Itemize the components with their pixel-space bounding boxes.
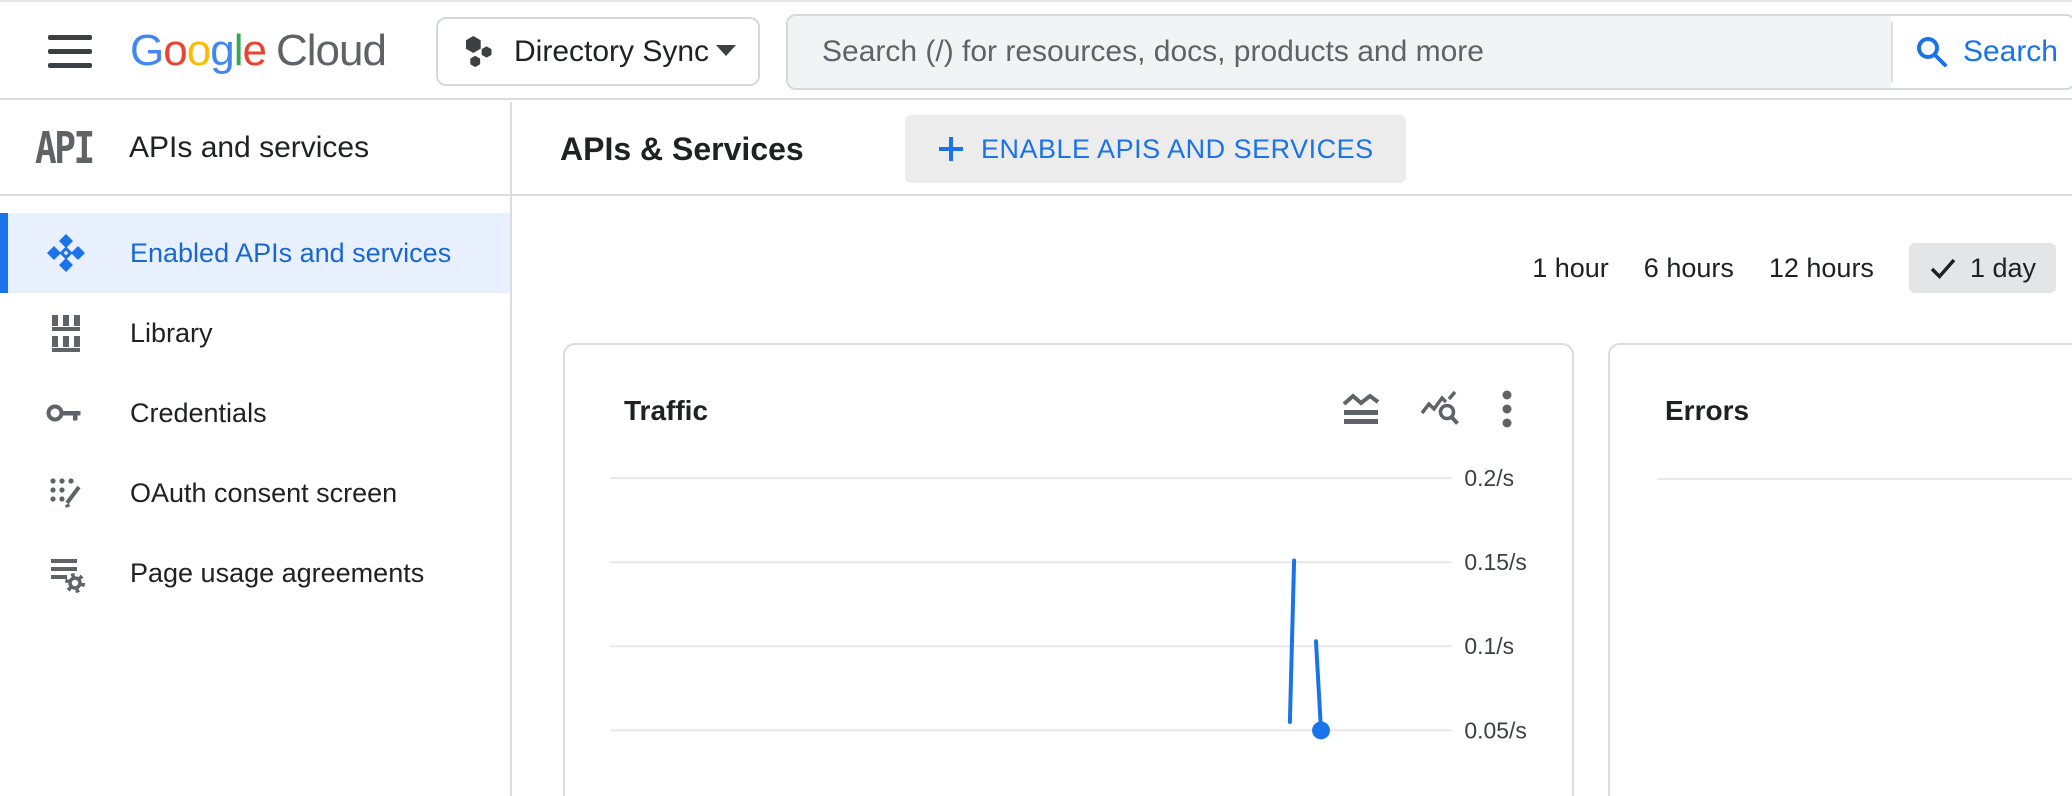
more-options-kebab-icon[interactable]	[1500, 389, 1514, 429]
chevron-down-icon	[716, 43, 736, 61]
key-icon	[46, 393, 86, 433]
enable-apis-button[interactable]: ENABLE APIS AND SERVICES	[905, 115, 1406, 183]
svg-text:0.15/s: 0.15/s	[1464, 549, 1526, 575]
errors-card: Errors	[1608, 343, 2072, 796]
oauth-consent-icon	[46, 473, 86, 513]
time-range-6-hours[interactable]: 6 hours	[1643, 252, 1734, 283]
time-range-12-hours[interactable]: 12 hours	[1768, 252, 1874, 283]
check-icon	[1929, 256, 1957, 280]
sidebar-item-library[interactable]: Library	[0, 293, 510, 373]
sidebar-item-page-usage-agreements[interactable]: Page usage agreements	[0, 533, 510, 613]
explore-metrics-icon[interactable]	[1420, 390, 1460, 428]
project-hexagons-icon	[462, 33, 496, 71]
svg-text:0.2/s: 0.2/s	[1464, 465, 1514, 491]
plus-icon	[937, 135, 965, 163]
search-divider	[1890, 22, 1893, 82]
time-range-1-hour[interactable]: 1 hour	[1532, 252, 1609, 283]
logo-letter: l	[233, 26, 244, 75]
svg-text:0.1/s: 0.1/s	[1464, 633, 1514, 659]
main-content: APIs & Services ENABLE APIS AND SERVICES…	[512, 102, 2072, 796]
page-title: APIs & Services	[560, 131, 804, 167]
svg-text:0.05/s: 0.05/s	[1464, 717, 1526, 743]
sidebar-title: APIs and services	[129, 131, 370, 164]
api-logo-icon: API	[35, 122, 95, 174]
project-selector[interactable]: Directory Sync	[436, 17, 760, 86]
time-range-label: 1 day	[1969, 252, 2036, 283]
search-icon	[1915, 35, 1949, 69]
logo-letter: e	[242, 26, 267, 75]
traffic-chart: 0.2/s 0.15/s 0.1/s 0.05/s	[609, 465, 1527, 743]
logo-letter: g	[210, 26, 235, 75]
sidebar-item-label: Enabled APIs and services	[130, 237, 452, 268]
sidebar-item-oauth-consent[interactable]: OAuth consent screen	[0, 453, 510, 533]
time-range-selector: 1 hour 6 hours 12 hours 1 day	[1532, 243, 2056, 293]
search-button-label: Search	[1962, 35, 2058, 68]
traffic-card: Traffic	[563, 343, 1574, 796]
sidebar-item-label: Credentials	[130, 397, 267, 428]
sidebar-item-label: OAuth consent screen	[130, 477, 398, 508]
sidebar-item-label: Library	[130, 317, 213, 348]
page-header: APIs & Services ENABLE APIS AND SERVICES	[512, 102, 2072, 196]
errors-card-title: Errors	[1665, 395, 1750, 426]
library-icon	[46, 313, 86, 353]
time-range-1-day-selected[interactable]: 1 day	[1908, 243, 2056, 293]
enabled-apis-icon	[46, 233, 86, 273]
project-name: Directory Sync	[514, 34, 710, 68]
sidebar-item-label: Page usage agreements	[130, 557, 425, 588]
enable-apis-button-label: ENABLE APIS AND SERVICES	[981, 133, 1374, 164]
page-usage-icon	[46, 553, 86, 593]
search-input[interactable]	[788, 16, 1891, 88]
logo-cloud-text: Cloud	[275, 26, 387, 75]
errors-chart-gridline	[1657, 478, 2072, 480]
traffic-card-actions	[1342, 389, 1514, 429]
sidebar-header: API APIs and services	[0, 102, 510, 196]
traffic-card-title: Traffic	[624, 395, 709, 426]
logo-letter: G	[130, 26, 164, 75]
logo-letter: o	[163, 26, 188, 75]
search-bar: Search	[786, 14, 2072, 90]
sidebar-item-enabled-apis[interactable]: Enabled APIs and services	[0, 213, 510, 293]
logo-letter: o	[186, 26, 212, 75]
sidebar-item-credentials[interactable]: Credentials	[0, 373, 510, 453]
search-button[interactable]: Search	[1892, 16, 2072, 88]
sidebar-nav: Enabled APIs and services Library	[0, 213, 510, 613]
menu-icon[interactable]	[48, 35, 92, 68]
sidebar: API APIs and services Enabled APIs and s…	[0, 102, 512, 796]
area-chart-toggle-icon[interactable]	[1342, 392, 1380, 426]
